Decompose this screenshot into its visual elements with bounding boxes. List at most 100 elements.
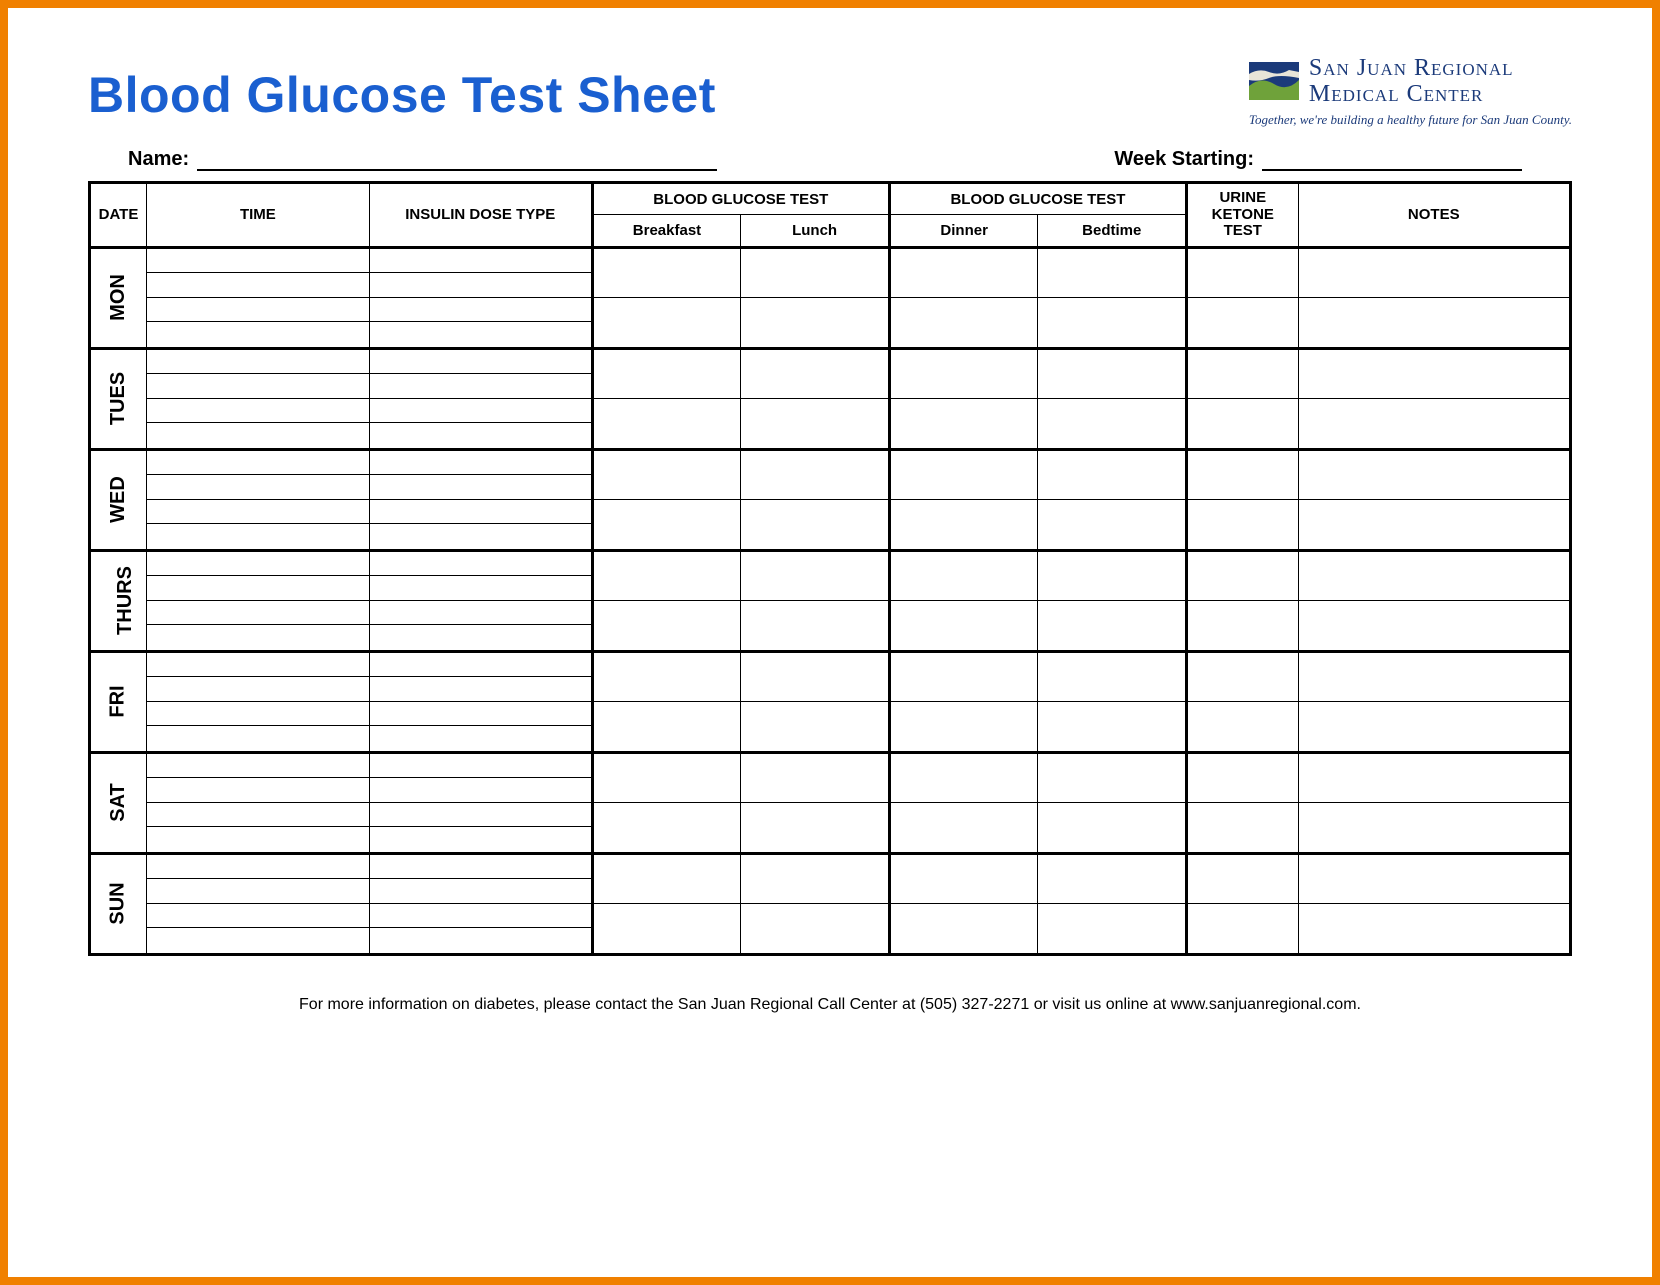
bedtime-cell	[1038, 752, 1187, 853]
table-body: MON TUES WED THURS FRI SAT SUN	[90, 247, 1571, 954]
th-time: TIME	[146, 183, 369, 248]
bedtime-cell	[1038, 550, 1187, 651]
notes-cell	[1298, 550, 1570, 651]
th-insulin: INSULIN DOSE TYPE	[369, 183, 592, 248]
week-underline	[1262, 149, 1522, 171]
week-label: Week Starting:	[1114, 148, 1254, 171]
dinner-cell	[889, 449, 1038, 550]
urine-cell	[1187, 651, 1298, 752]
th-bedtime: Bedtime	[1038, 215, 1187, 247]
th-lunch: Lunch	[741, 215, 890, 247]
urine-cell	[1187, 752, 1298, 853]
table-row: WED	[90, 449, 1571, 550]
bedtime-cell	[1038, 449, 1187, 550]
time-cell	[146, 651, 369, 752]
logo-text-line1: San Juan Regional	[1309, 56, 1514, 80]
lunch-cell	[741, 853, 890, 954]
table-header: DATE TIME INSULIN DOSE TYPE BLOOD GLUCOS…	[90, 183, 1571, 248]
name-label: Name:	[128, 148, 189, 171]
insulin-cell	[369, 651, 592, 752]
day-label: MON	[90, 247, 147, 348]
lunch-cell	[741, 550, 890, 651]
day-label-text: WED	[107, 476, 130, 523]
lunch-cell	[741, 752, 890, 853]
breakfast-cell	[592, 853, 741, 954]
th-breakfast: Breakfast	[592, 215, 741, 247]
day-label: FRI	[90, 651, 147, 752]
bedtime-cell	[1038, 651, 1187, 752]
th-bg-group-2: BLOOD GLUCOSE TEST	[889, 183, 1186, 215]
glucose-table: DATE TIME INSULIN DOSE TYPE BLOOD GLUCOS…	[88, 181, 1572, 956]
breakfast-cell	[592, 651, 741, 752]
week-field: Week Starting:	[1114, 148, 1572, 171]
time-cell	[146, 550, 369, 651]
notes-cell	[1298, 247, 1570, 348]
notes-cell	[1298, 449, 1570, 550]
breakfast-cell	[592, 752, 741, 853]
breakfast-cell	[592, 247, 741, 348]
table-row: FRI	[90, 651, 1571, 752]
time-cell	[146, 449, 369, 550]
name-field: Name:	[128, 148, 717, 171]
table-row: TUES	[90, 348, 1571, 449]
breakfast-cell	[592, 348, 741, 449]
dinner-cell	[889, 853, 1038, 954]
logo-text-line2: Medical Center	[1309, 82, 1514, 106]
th-bg-group-1: BLOOD GLUCOSE TEST	[592, 183, 889, 215]
page-frame: Blood Glucose Test Sheet San Juan Region…	[0, 0, 1660, 1285]
notes-cell	[1298, 752, 1570, 853]
bedtime-cell	[1038, 247, 1187, 348]
day-label-text: THURS	[114, 566, 137, 635]
lunch-cell	[741, 651, 890, 752]
time-cell	[146, 247, 369, 348]
hospital-logo: San Juan Regional Medical Center Togethe…	[1249, 56, 1572, 128]
th-dinner: Dinner	[889, 215, 1038, 247]
time-cell	[146, 348, 369, 449]
day-label-text: SAT	[107, 783, 130, 822]
lunch-cell	[741, 348, 890, 449]
day-label-text: FRI	[107, 685, 130, 717]
day-label: TUES	[90, 348, 147, 449]
table-row: SAT	[90, 752, 1571, 853]
th-notes: NOTES	[1298, 183, 1570, 248]
time-cell	[146, 853, 369, 954]
table-row: THURS	[90, 550, 1571, 651]
urine-cell	[1187, 853, 1298, 954]
header-row: Blood Glucose Test Sheet San Juan Region…	[88, 56, 1572, 128]
urine-cell	[1187, 348, 1298, 449]
table-row: MON	[90, 247, 1571, 348]
lunch-cell	[741, 247, 890, 348]
day-label: THURS	[90, 550, 147, 651]
insulin-cell	[369, 449, 592, 550]
bedtime-cell	[1038, 853, 1187, 954]
breakfast-cell	[592, 449, 741, 550]
day-label: SUN	[90, 853, 147, 954]
day-label: WED	[90, 449, 147, 550]
dinner-cell	[889, 752, 1038, 853]
dinner-cell	[889, 348, 1038, 449]
bedtime-cell	[1038, 348, 1187, 449]
breakfast-cell	[592, 550, 741, 651]
insulin-cell	[369, 550, 592, 651]
footer-note: For more information on diabetes, please…	[88, 996, 1572, 1014]
insulin-cell	[369, 247, 592, 348]
dinner-cell	[889, 247, 1038, 348]
urine-cell	[1187, 449, 1298, 550]
table-row: SUN	[90, 853, 1571, 954]
day-label-text: TUES	[107, 372, 130, 425]
urine-cell	[1187, 550, 1298, 651]
meta-row: Name: Week Starting:	[128, 148, 1572, 171]
notes-cell	[1298, 348, 1570, 449]
dinner-cell	[889, 651, 1038, 752]
name-underline	[197, 149, 717, 171]
insulin-cell	[369, 752, 592, 853]
urine-cell	[1187, 247, 1298, 348]
day-label-text: SUN	[107, 882, 130, 924]
logo-tagline: Together, we're building a healthy futur…	[1249, 112, 1572, 128]
day-label-text: MON	[107, 274, 130, 321]
logo-icon	[1249, 62, 1299, 100]
insulin-cell	[369, 348, 592, 449]
time-cell	[146, 752, 369, 853]
lunch-cell	[741, 449, 890, 550]
notes-cell	[1298, 651, 1570, 752]
